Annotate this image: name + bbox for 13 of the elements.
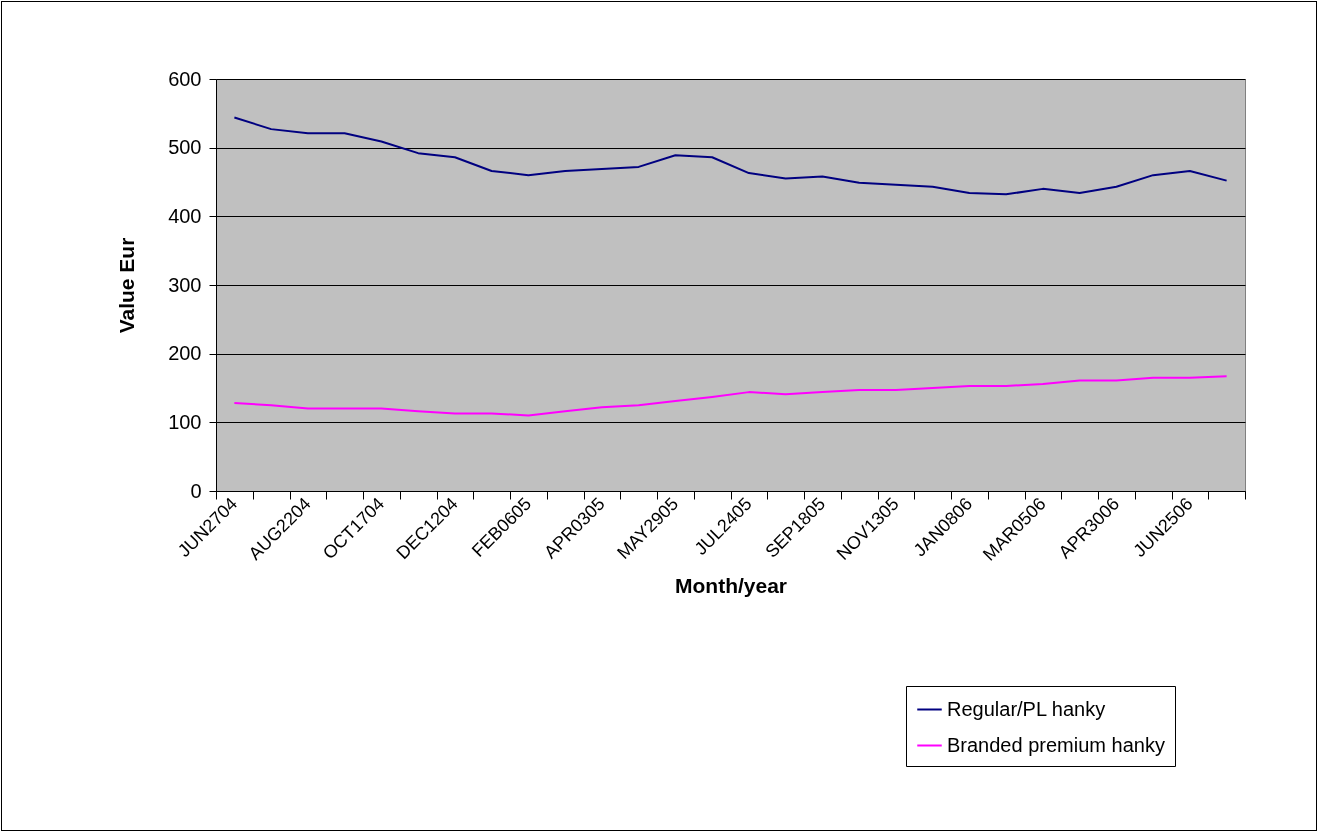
x-axis-title: Month/year bbox=[674, 574, 788, 598]
y-tick-label: 600 bbox=[168, 67, 202, 90]
y-tick-label: 500 bbox=[168, 136, 202, 159]
y-tick-label: 300 bbox=[168, 273, 202, 296]
line-series bbox=[233, 375, 1228, 417]
legend-label: Regular/PL hanky bbox=[947, 697, 1106, 720]
y-tick-label: 400 bbox=[168, 204, 202, 227]
y-tick-label: 200 bbox=[168, 342, 202, 365]
y-tick-label: 100 bbox=[168, 410, 202, 433]
y-tick-label: 0 bbox=[190, 479, 202, 502]
legend-label: Branded premium hanky bbox=[947, 733, 1165, 756]
line-series bbox=[233, 116, 1228, 196]
y-axis-title: Value Eur bbox=[115, 237, 139, 334]
